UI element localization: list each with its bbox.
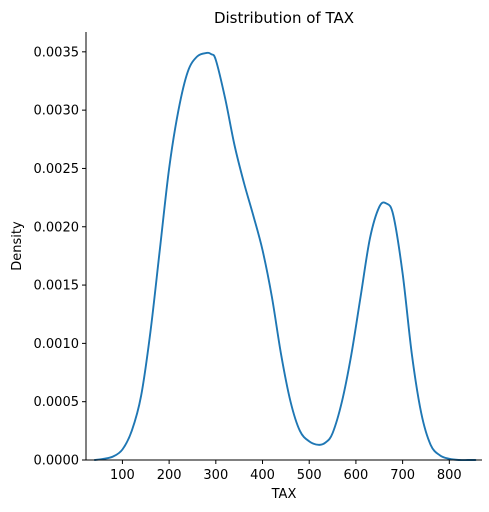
chart-title: Distribution of TAX bbox=[214, 9, 354, 27]
plot-area bbox=[93, 51, 477, 462]
x-tick-label: 300 bbox=[203, 468, 228, 483]
y-axis-label: Density bbox=[10, 221, 25, 271]
y-tick-label: 0.0010 bbox=[34, 337, 80, 352]
x-tick-label: 700 bbox=[390, 468, 415, 483]
kde-density-line bbox=[93, 51, 477, 462]
y-tick-label: 0.0035 bbox=[34, 45, 80, 60]
x-tick-label: 800 bbox=[437, 468, 462, 483]
x-axis: 100 200 300 400 500 600 700 800 bbox=[110, 460, 462, 483]
y-axis: 0.0000 0.0005 0.0010 0.0015 0.0020 0.0025 0.00… bbox=[34, 45, 86, 469]
x-tick-label: 200 bbox=[157, 468, 182, 483]
y-tick-label: 0.0025 bbox=[34, 162, 80, 177]
y-tick-label: 0.0000 bbox=[34, 454, 80, 469]
y-tick-label: 0.0005 bbox=[34, 395, 80, 410]
x-tick-label: 400 bbox=[250, 468, 275, 483]
y-tick-label: 0.0015 bbox=[34, 279, 80, 294]
x-tick-label: 600 bbox=[344, 468, 369, 483]
x-axis-label: TAX bbox=[271, 487, 297, 502]
y-tick-label: 0.0030 bbox=[34, 104, 80, 119]
x-tick-label: 500 bbox=[297, 468, 322, 483]
x-tick-label: 100 bbox=[110, 468, 135, 483]
y-tick-label: 0.0020 bbox=[34, 220, 80, 235]
